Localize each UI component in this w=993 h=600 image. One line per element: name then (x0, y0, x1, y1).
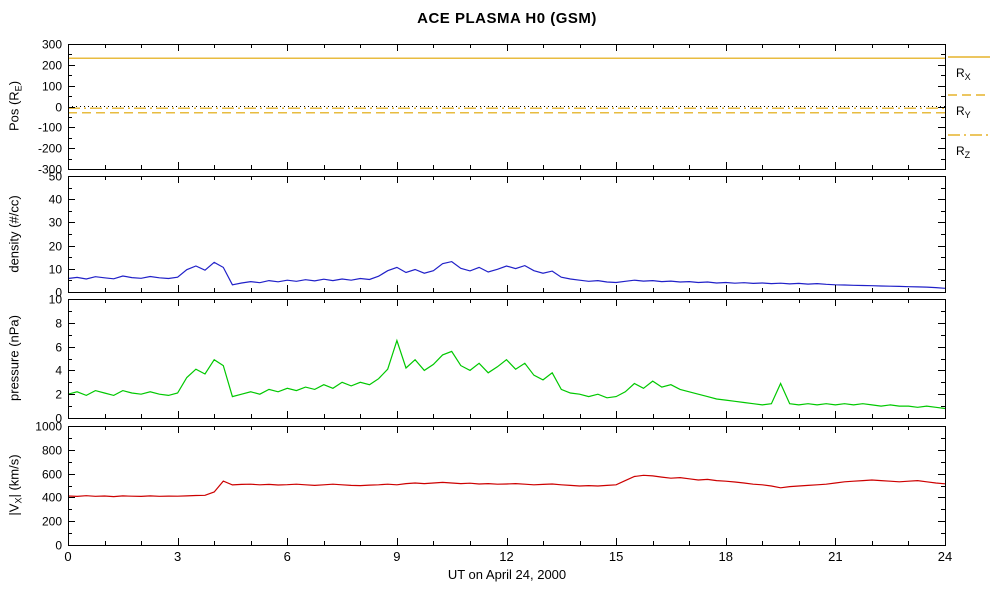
y-tick-label: 600 (42, 468, 62, 482)
y-tick-label: 400 (42, 491, 62, 505)
legend-label-rz: RZ (956, 144, 971, 160)
y-axis-label-velocity: |VX| (km/s) (6, 454, 24, 516)
y-tick-label: 200 (42, 515, 62, 529)
y-tick-label: 0 (55, 286, 62, 300)
legend-label-ry: RY (956, 104, 971, 120)
series-pressure-0 (67, 338, 946, 410)
x-tick-label: 21 (828, 549, 842, 564)
y-tick-label: 300 (42, 38, 62, 52)
y-tick-label: 50 (49, 170, 63, 184)
ticks (68, 176, 946, 293)
y-axis-label-position: Pos (RE) (6, 80, 24, 132)
panel-frame (68, 299, 946, 419)
x-tick-label: 0 (64, 549, 71, 564)
y-axis-label-density: density (#/cc) (6, 195, 22, 273)
series-density-0 (67, 260, 946, 289)
x-tick-label: 3 (174, 549, 181, 564)
y-tick-label: 6 (55, 341, 62, 355)
series-velocity-0 (67, 474, 946, 498)
y-tick-label: 20 (49, 240, 63, 254)
y-tick-label: 30 (49, 216, 63, 230)
x-tick-label: 15 (609, 549, 623, 564)
y-tick-label: 1000 (35, 420, 62, 434)
panel-density: 0 10 20 30 40 50 (49, 170, 946, 300)
y-tick-label: -200 (38, 142, 62, 156)
panel-position: -300 -200 -100 0 100 200 300 (38, 38, 946, 177)
y-tick-label: 10 (49, 263, 63, 277)
panel-pressure: 0 2 4 6 8 10 (49, 293, 946, 426)
ticks (68, 44, 946, 170)
y-tick-label: 200 (42, 59, 62, 73)
y-tick-label: 0 (55, 101, 62, 115)
y-tick-label: 2 (55, 388, 62, 402)
legend-lines (948, 56, 990, 136)
y-tick-label: 40 (49, 193, 63, 207)
chart-title: ACE PLASMA H0 (GSM) (417, 10, 597, 27)
panel-velocity: 0 200 400 600 800 1000 0 3 6 9 12 15 18 21 24 (35, 420, 952, 565)
y-tick-label: 0 (55, 412, 62, 426)
y-tick-label: 10 (49, 293, 63, 307)
x-tick-label: 12 (499, 549, 513, 564)
panel-frame (68, 426, 946, 546)
x-axis-label: UT on April 24, 2000 (447, 567, 567, 582)
y-tick-label: 8 (55, 317, 62, 331)
ticks (68, 299, 946, 419)
y-tick-label: 0 (55, 539, 62, 553)
y-tick-label: 100 (42, 80, 62, 94)
ticks (68, 426, 946, 546)
y-tick-label: 4 (55, 364, 62, 378)
x-tick-label: 9 (393, 549, 400, 564)
panel-frame (68, 176, 946, 293)
x-tick-label: 24 (938, 549, 952, 564)
y-axis-label-pressure: pressure (nPa) (6, 315, 22, 401)
x-tick-label: 6 (284, 549, 291, 564)
legend-label-rx: RX (956, 66, 971, 82)
x-tick-label: 18 (719, 549, 733, 564)
y-tick-label: 800 (42, 444, 62, 458)
y-tick-label: -100 (38, 121, 62, 135)
y-tick-label: -300 (38, 163, 62, 177)
